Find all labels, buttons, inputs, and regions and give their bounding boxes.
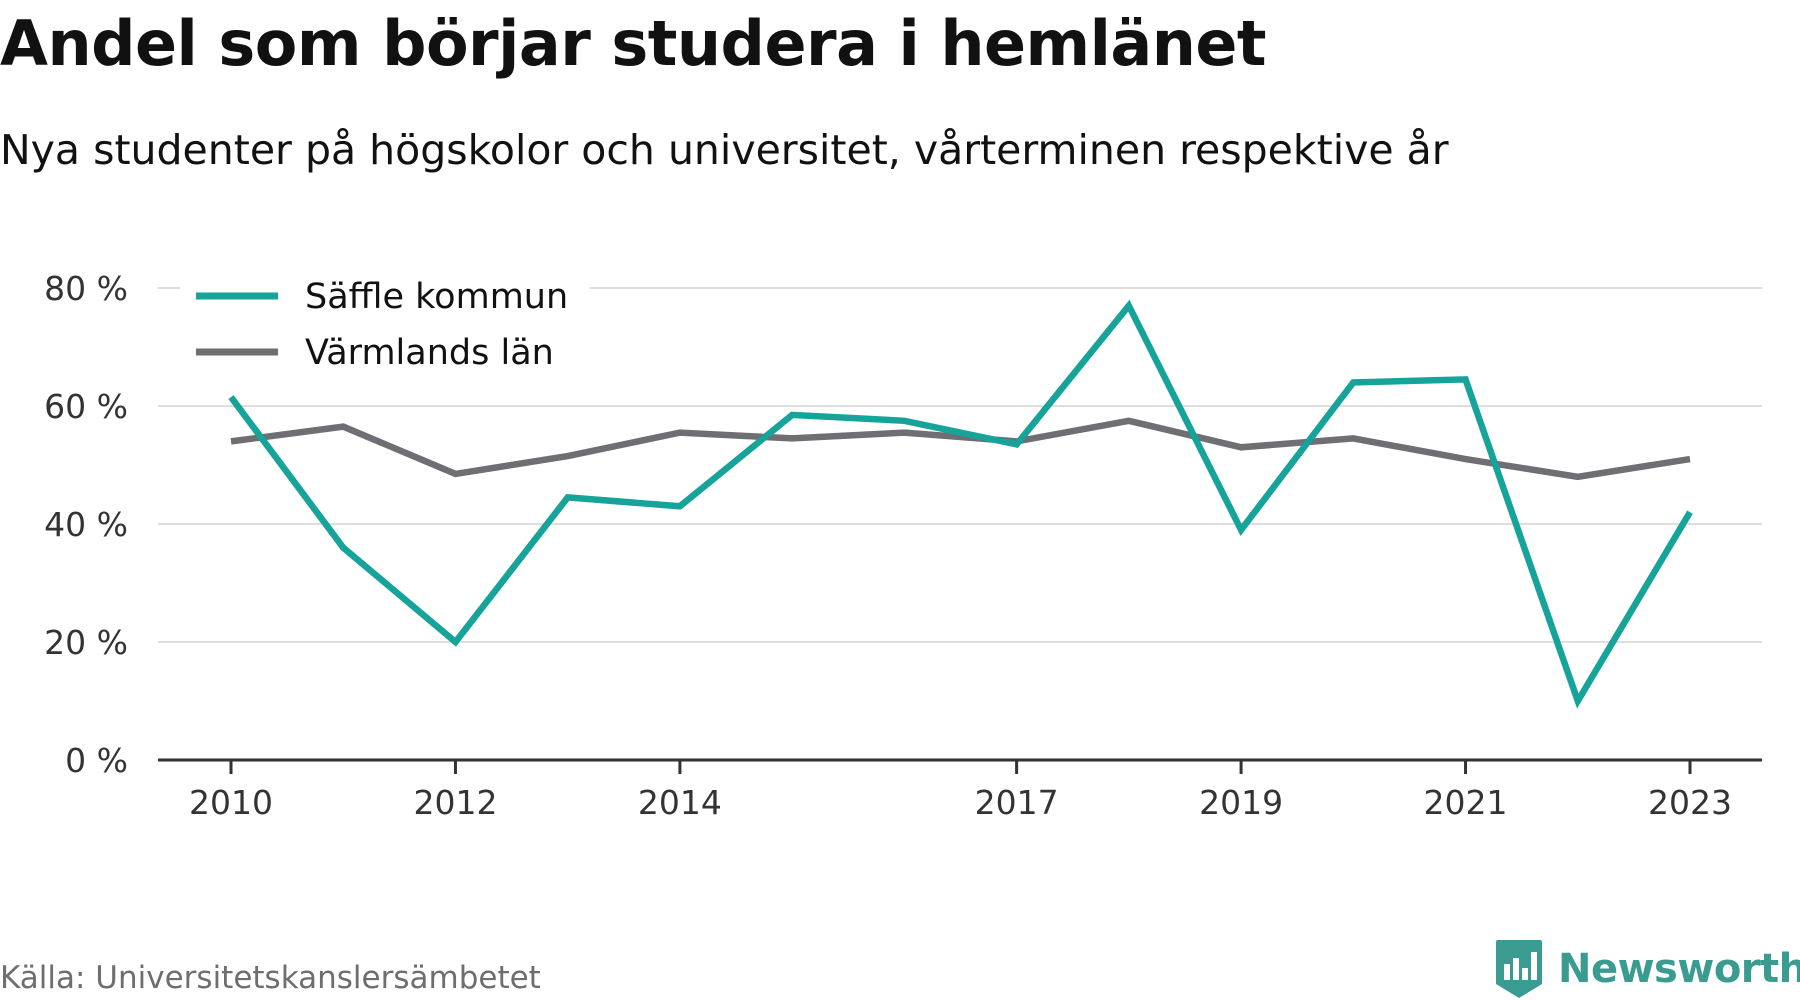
- line-chart: 0 % 20 % 40 % 60 % 80 % 2010 2012 2014 2017 2019…: [44, 262, 1762, 822]
- x-tick-label: 2021: [1424, 783, 1508, 822]
- y-tick-label: 60 %: [44, 387, 128, 426]
- newsworthy-bar-chart-icon: [1496, 940, 1542, 998]
- series-lines: [228, 299, 1693, 709]
- x-tick-label: 2023: [1648, 783, 1732, 822]
- y-tick-label: 20 %: [44, 623, 128, 662]
- x-tick-label: 2014: [638, 783, 722, 822]
- x-tick-label: 2010: [189, 783, 273, 822]
- y-tick-label: 40 %: [44, 505, 128, 544]
- source-note: Källa: Universitetskanslersämbetet: [0, 960, 541, 996]
- brand-name: Newsworthy: [1558, 946, 1800, 992]
- legend-label: Värmlands län: [305, 333, 554, 373]
- y-tick-label: 0 %: [65, 741, 128, 780]
- series-line-varmlands-lan: [230, 417, 1691, 481]
- series-line-saffle-kommun: [228, 299, 1693, 709]
- x-tick-label: 2017: [975, 783, 1059, 822]
- legend: Säffle kommun Värmlands län: [180, 262, 590, 382]
- chart-title: Andel som börjar studera i hemlänet: [0, 7, 1267, 80]
- x-axis-tick-labels: 2010 2012 2014 2017 2019 2021 2023: [189, 783, 1732, 822]
- chart-subtitle: Nya studenter på högskolor och universit…: [0, 126, 1449, 174]
- y-axis-tick-labels: 0 % 20 % 40 % 60 % 80 %: [44, 269, 128, 780]
- y-tick-label: 80 %: [44, 269, 128, 308]
- x-axis: [158, 758, 1762, 774]
- x-tick-label: 2012: [413, 783, 497, 822]
- legend-background: [180, 262, 590, 382]
- brand-logo: Newsworthy: [1494, 938, 1800, 1000]
- legend-label: Säffle kommun: [305, 277, 568, 317]
- x-tick-label: 2019: [1199, 783, 1283, 822]
